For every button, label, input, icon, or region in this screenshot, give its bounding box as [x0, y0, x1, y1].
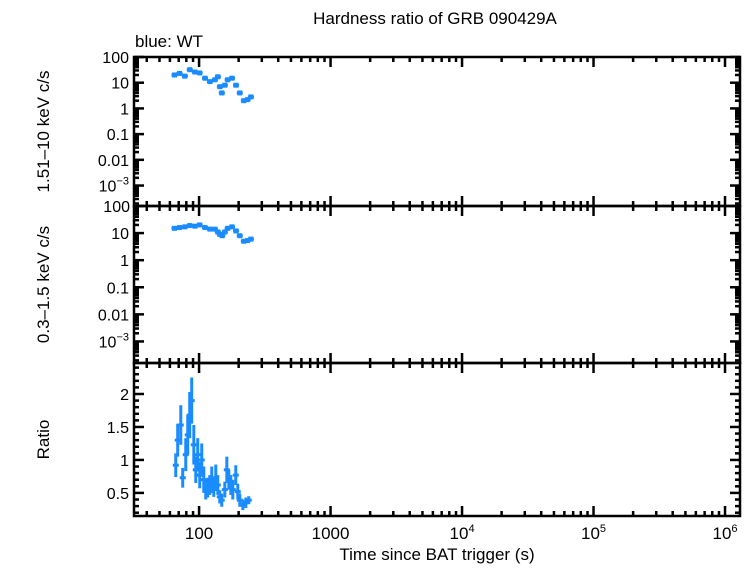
data-point: [217, 84, 223, 90]
data-point: [187, 67, 193, 73]
y-axis-label: 1.51–10 keV c/s: [34, 71, 53, 193]
x-tick-label: 105: [581, 523, 606, 543]
y-axis-label: Ratio: [34, 420, 53, 460]
data-point: [197, 222, 203, 228]
data-point: [192, 223, 198, 229]
y-tick-label: 0.01: [98, 307, 129, 324]
x-tick-label: 104: [450, 523, 475, 543]
data-point: [212, 77, 218, 83]
y-tick-label: 0.5: [107, 486, 129, 503]
x-tick-label: 106: [712, 523, 737, 543]
data-point: [225, 77, 231, 83]
data-point: [241, 238, 247, 244]
panel-2: 100 10 1 0.1 0.01 10−3 0.3–1.5 keV c/s: [34, 199, 742, 365]
data-point: [233, 228, 239, 234]
data-point: [202, 75, 208, 81]
y-tick-label: 10−3: [99, 176, 129, 196]
data-point: [245, 97, 251, 103]
y-tick-label: 0.01: [98, 153, 129, 170]
data-point: [182, 224, 188, 230]
y-tick-label: 100: [103, 199, 130, 216]
y-tick-label: 10: [111, 76, 129, 93]
data-point: [182, 73, 188, 79]
data-point: [207, 226, 213, 232]
y-axis-label: 0.3–1.5 keV c/s: [34, 226, 53, 343]
data-point: [171, 225, 177, 231]
y-tick-label: 0.1: [107, 127, 129, 144]
chart-title: Hardness ratio of GRB 090429A: [313, 9, 557, 28]
data-point: [202, 225, 208, 231]
data-point: [187, 223, 193, 229]
data-point: [207, 79, 213, 85]
data-point: [237, 233, 243, 239]
y-tick-label: 10−3: [99, 331, 129, 351]
data-point: [192, 69, 198, 75]
y-tick-label: 1: [120, 453, 129, 470]
data-point: [229, 224, 235, 230]
y-tick-label: 100: [102, 50, 129, 67]
y-tick-label: 2: [120, 387, 129, 404]
x-tick-label: 1000: [312, 524, 350, 543]
y-tick-label: 0.1: [107, 280, 129, 297]
panel-1: 100 10 1 0.1 0.01 10−3 1.51–10 keV c/s: [34, 50, 742, 208]
y-tick-label: 1: [120, 253, 129, 270]
data-point: [248, 236, 254, 242]
data-point: [222, 229, 228, 235]
x-tick-label: 100: [185, 524, 213, 543]
data-point: [237, 90, 243, 96]
x-axis-label: Time since BAT trigger (s): [339, 545, 534, 564]
data-point: [225, 225, 231, 231]
y-tick-label: 1.5: [107, 420, 129, 437]
data-point: [229, 75, 235, 81]
y-tick-label: 1: [120, 101, 129, 118]
data-point: [177, 70, 183, 76]
data-point: [248, 94, 254, 100]
data-point: [219, 233, 225, 239]
data-point: [222, 82, 228, 88]
data-point: [233, 82, 239, 88]
data-point: [171, 72, 177, 78]
data-point: [212, 226, 218, 232]
y-tick-label: 10: [111, 226, 129, 243]
data-point: [177, 225, 183, 231]
data-point: [241, 98, 247, 104]
data-point: [219, 90, 225, 96]
panel-3: 2 1.5 1 0.5 Ratio: [34, 361, 742, 518]
data-point: [245, 238, 251, 244]
legend-note: blue: WT: [135, 32, 203, 51]
data-point: [197, 70, 203, 76]
data-point: [215, 74, 221, 80]
